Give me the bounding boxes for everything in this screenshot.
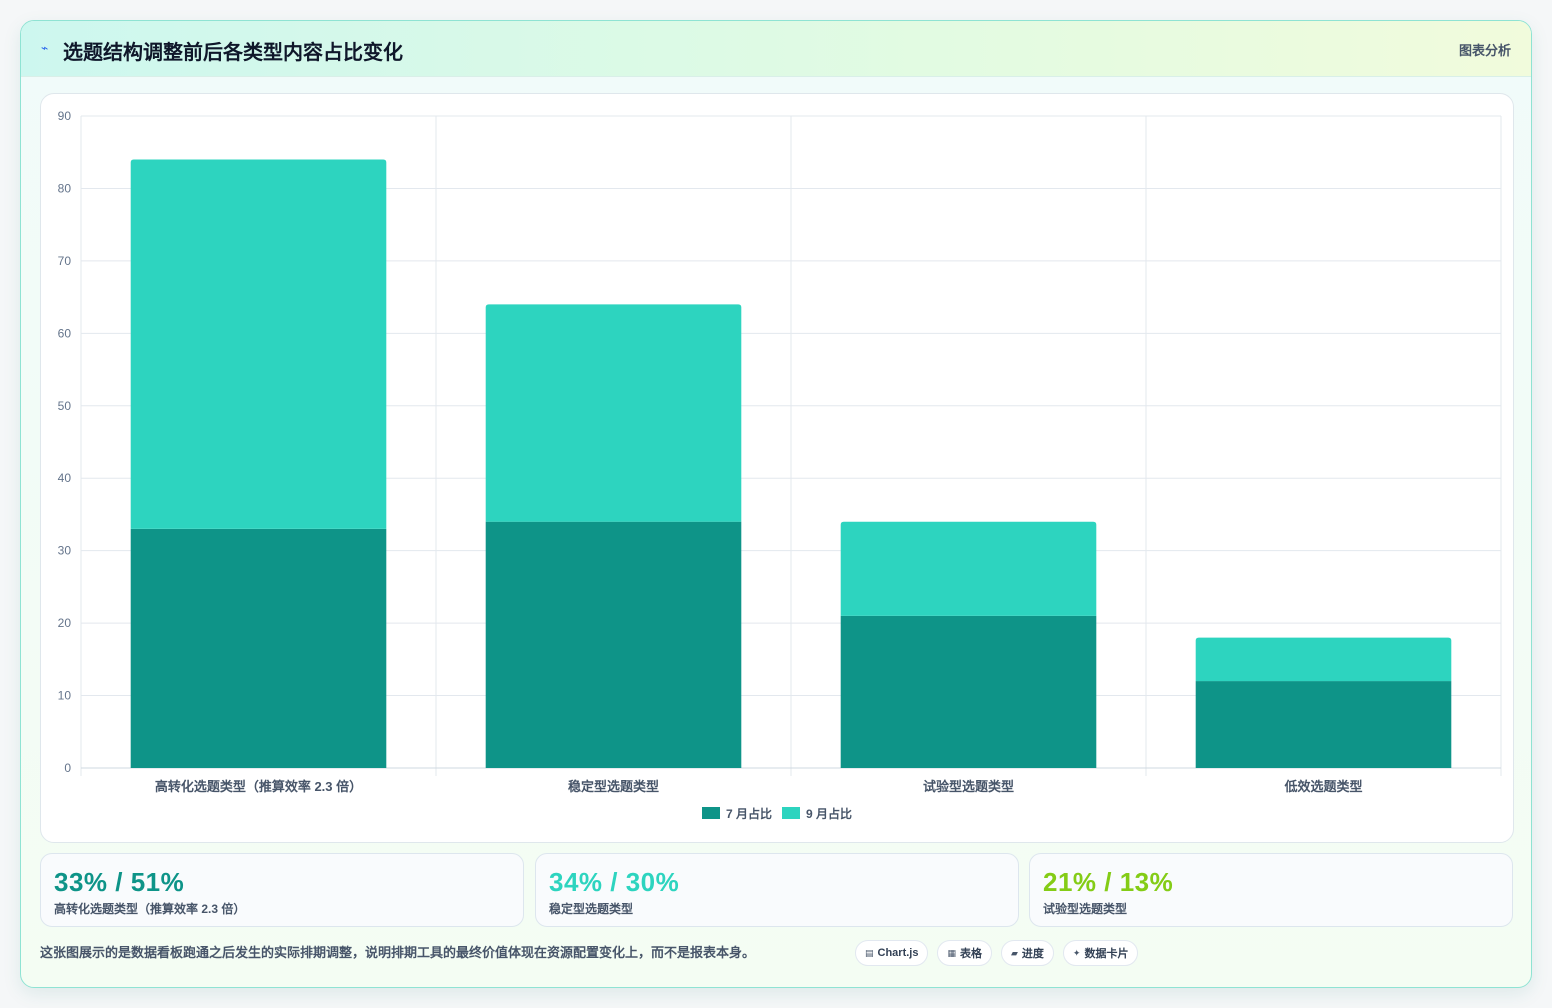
progress-icon: ▰: [1011, 947, 1018, 958]
stacked-bar-chart: 0 10 20 30 40 50 60 70 80 90 高转化选题类型（推算效率 2.3 倍） 稳定…: [58, 109, 1502, 821]
x-category-label: 高转化选题类型（推算效率 2.3 倍）: [155, 779, 362, 794]
legend-label: 7 月占比: [726, 806, 772, 821]
chip-progress[interactable]: ▰ 进度: [1001, 940, 1054, 966]
x-category-label: 低效选题类型: [1283, 779, 1362, 794]
card-header: ⌁ 选题结构调整前后各类型内容占比变化 图表分析: [21, 21, 1531, 77]
y-tick-label: 30: [58, 544, 72, 558]
footnote-text: 这张图展示的是数据看板跑通之后发生的实际排期调整，说明排期工具的最终价值体现在资…: [40, 945, 756, 960]
y-tick-label: 10: [58, 689, 72, 703]
legend-label: 9 月占比: [806, 806, 852, 821]
x-category-label: 稳定型选题类型: [568, 779, 659, 794]
stat-value: 21% / 13%: [1043, 867, 1174, 897]
chart-analysis-tag: 图表分析: [1458, 43, 1511, 58]
bar-segment-july: [1195, 681, 1452, 768]
card-icon: ✦: [1072, 947, 1081, 958]
trend-icon: ⌁: [41, 41, 49, 55]
bar-segment-july: [840, 615, 1097, 768]
legend-swatch-july: [702, 807, 720, 819]
stat-value: 34% / 30%: [549, 867, 680, 897]
y-tick-label: 90: [58, 109, 72, 123]
bar-segment-september: [840, 521, 1097, 616]
stat-card-stable: 34% / 30% 稳定型选题类型: [535, 853, 1019, 927]
stat-label: 高转化选题类型（推算效率 2.3 倍）: [54, 902, 246, 916]
stat-label: 试验型选题类型: [1043, 902, 1128, 916]
y-tick-label: 70: [58, 254, 72, 268]
y-tick-label: 20: [58, 616, 72, 630]
chip-chartjs[interactable]: ▤ Chart.js: [855, 940, 929, 966]
chip-data-card[interactable]: ✦ 数据卡片: [1062, 940, 1139, 966]
bar-segment-september: [1195, 637, 1452, 682]
chart-title: 选题结构调整前后各类型内容占比变化: [63, 42, 403, 64]
stat-card-high-conversion: 33% / 51% 高转化选题类型（推算效率 2.3 倍）: [40, 853, 524, 927]
y-tick-label: 0: [64, 761, 71, 775]
chip-label: 进度: [1021, 948, 1044, 960]
x-category-label: 试验型选题类型: [923, 779, 1014, 794]
table-icon: ▦: [947, 947, 956, 958]
chip-label: 数据卡片: [1084, 948, 1129, 960]
chart-area: 0 10 20 30 40 50 60 70 80 90 高转化选题类型（推算效率 2.3 倍） 稳定…: [40, 93, 1514, 843]
stat-value: 33% / 51%: [54, 867, 185, 897]
y-tick-label: 60: [58, 326, 72, 340]
bar-segment-july: [130, 528, 387, 768]
bar-segment-september: [485, 304, 742, 522]
bar-segment-september: [130, 159, 387, 529]
chip-label: Chart.js: [877, 947, 919, 959]
y-tick-label: 80: [58, 181, 72, 195]
chart-icon: ▤: [865, 947, 874, 958]
chip-table[interactable]: ▦ 表格: [937, 940, 992, 966]
stat-label: 稳定型选题类型: [549, 902, 634, 916]
legend-swatch-september: [782, 807, 800, 819]
y-tick-label: 40: [58, 471, 72, 485]
chip-list: ▤ Chart.js ▦ 表格 ▰ 进度 ✦ 数据卡片: [855, 940, 1139, 966]
y-tick-label: 50: [58, 399, 72, 413]
bar-segment-july: [485, 521, 742, 768]
stat-card-experimental: 21% / 13% 试验型选题类型: [1029, 853, 1513, 927]
chart-card: ⌁ 选题结构调整前后各类型内容占比变化 图表分析 0 10 20 30 40 50 60 70…: [20, 20, 1532, 988]
chip-label: 表格: [960, 948, 982, 960]
